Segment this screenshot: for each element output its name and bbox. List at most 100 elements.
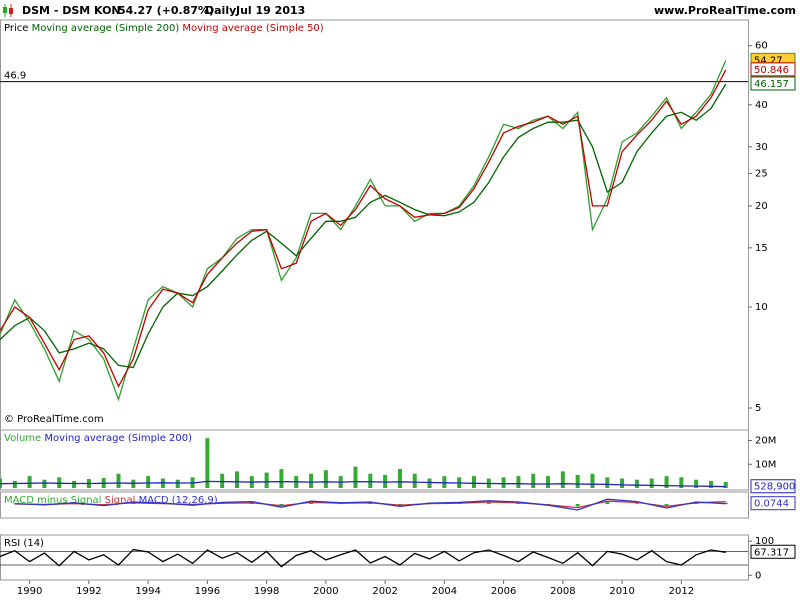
legend: RSI (14) xyxy=(4,538,44,549)
x-tick-label: 2012 xyxy=(669,586,694,597)
value-box-label: 528,900 xyxy=(754,482,795,493)
y-tick-label: 20M xyxy=(755,436,776,447)
series-line xyxy=(0,60,727,402)
bar xyxy=(131,503,136,504)
legend-entry: RSI (14) xyxy=(4,538,44,549)
value-box-label: 67.317 xyxy=(754,547,789,558)
value-box-label: 46.157 xyxy=(754,79,789,90)
bar xyxy=(605,502,610,504)
value-box-label: 0.0744 xyxy=(754,499,789,510)
bar xyxy=(234,471,239,488)
bar xyxy=(605,477,610,488)
bar xyxy=(12,480,17,488)
bar xyxy=(175,479,180,488)
bar xyxy=(309,473,314,488)
site: www.ProRealTime.com xyxy=(654,4,796,17)
legend: Volume Moving average (Simple 200) xyxy=(4,433,192,444)
x-tick-label: 2008 xyxy=(550,586,575,597)
bar xyxy=(412,473,417,488)
symbol: DSM - DSM KON xyxy=(22,4,121,17)
bar xyxy=(279,504,284,506)
series-line xyxy=(0,548,726,568)
bar xyxy=(353,466,358,488)
bar xyxy=(309,502,314,504)
quote: 54.27 (+0.87%) xyxy=(118,4,214,17)
y-tick-label: 40 xyxy=(755,100,768,111)
x-tick-label: 1996 xyxy=(195,586,220,597)
legend-entry: MACD (12,26,9) xyxy=(139,495,218,506)
bar xyxy=(679,477,684,488)
bar xyxy=(575,504,580,507)
y-tick-label: 0 xyxy=(755,570,761,581)
y-tick-label: 25 xyxy=(755,168,768,179)
bar xyxy=(516,503,521,504)
bar xyxy=(427,478,432,488)
value-box-label: 54.27 xyxy=(754,55,783,66)
bar xyxy=(205,438,210,488)
y-tick-label: 10M xyxy=(755,459,776,470)
period: Daily xyxy=(205,4,236,17)
x-tick-label: 2002 xyxy=(372,586,397,597)
x-tick-label: 1998 xyxy=(254,586,279,597)
y-tick-label: 5 xyxy=(755,403,761,414)
series-line xyxy=(0,69,727,388)
y-tick-label: 100 xyxy=(755,536,774,547)
bar xyxy=(649,478,654,488)
bar xyxy=(634,503,639,504)
bar xyxy=(560,471,565,488)
bar xyxy=(516,476,521,488)
x-tick-label: 2010 xyxy=(609,586,634,597)
bar xyxy=(146,476,151,488)
bar xyxy=(27,476,32,488)
legend-entry: Moving average (Simple 50) xyxy=(182,23,323,34)
legend-entry: Moving average (Simple 200) xyxy=(44,433,192,444)
bar xyxy=(708,480,713,488)
y-tick-label: 60 xyxy=(755,41,768,52)
copyright: © ProRealTime.com xyxy=(4,414,104,425)
panel-frame xyxy=(0,534,749,581)
bar xyxy=(620,478,625,488)
value-box xyxy=(750,544,796,559)
bar xyxy=(664,504,669,506)
legend-entry: MACD minus Signal xyxy=(4,495,101,506)
app-icon xyxy=(3,4,13,17)
series-line xyxy=(14,500,726,509)
y-tick-label: 15 xyxy=(755,243,768,254)
bar xyxy=(486,502,491,504)
bar xyxy=(338,503,343,505)
x-tick-label: 2000 xyxy=(313,586,338,597)
date: Jul 19 2013 xyxy=(235,4,305,17)
legend-entry: Price xyxy=(4,23,28,34)
bar xyxy=(501,477,506,488)
bar xyxy=(397,469,402,488)
price-line-label: 46.9 xyxy=(4,71,26,82)
bar xyxy=(664,476,669,488)
bar xyxy=(220,473,225,488)
series-line xyxy=(0,480,726,488)
bar xyxy=(531,473,536,488)
x-tick-label: 1994 xyxy=(135,586,160,597)
bar xyxy=(723,482,728,488)
bar xyxy=(72,480,77,488)
y-tick-label: 20 xyxy=(755,201,768,212)
bar xyxy=(368,473,373,488)
bar xyxy=(590,473,595,488)
panel-frame xyxy=(0,429,749,491)
legend-entry: Moving average (Simple 200) xyxy=(32,23,180,34)
legend-entry: Signal xyxy=(105,495,136,506)
value-box-label: 50.846 xyxy=(754,65,789,76)
bar xyxy=(279,469,284,488)
bar xyxy=(546,476,551,488)
x-tick-label: 2004 xyxy=(432,586,457,597)
legend-entry: Volume xyxy=(4,433,41,444)
series-line xyxy=(14,498,726,511)
panel-frame xyxy=(0,491,749,519)
value-box xyxy=(750,76,796,91)
y-tick-label: 10 xyxy=(755,302,768,313)
bar xyxy=(42,479,47,488)
x-tick-label: 1992 xyxy=(76,586,101,597)
bar xyxy=(264,472,269,488)
y-tick-label: 30 xyxy=(755,142,768,153)
